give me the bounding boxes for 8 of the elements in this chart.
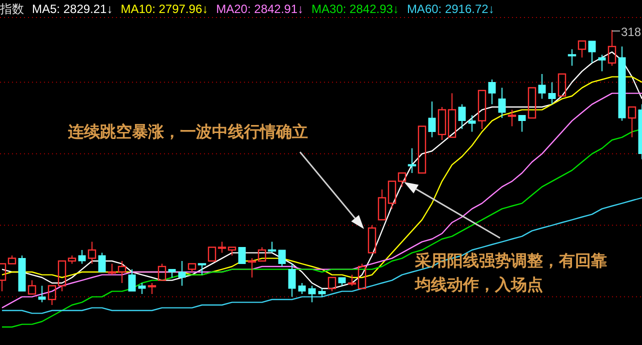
text: MA20: 2842.91↓ xyxy=(216,2,304,16)
text: MA5: 2829.21↓ xyxy=(32,2,113,16)
chart-title: 指数 xyxy=(0,2,24,16)
annotation: 连续跳空暴涨，一波中线行情确立 xyxy=(67,122,308,141)
text: MA30: 2842.93↓ xyxy=(312,2,399,16)
text: MA10: 2797.96↓ xyxy=(120,2,208,16)
annotation: 318 xyxy=(621,25,642,39)
text: MA60: 2916.72↓ xyxy=(406,2,494,16)
